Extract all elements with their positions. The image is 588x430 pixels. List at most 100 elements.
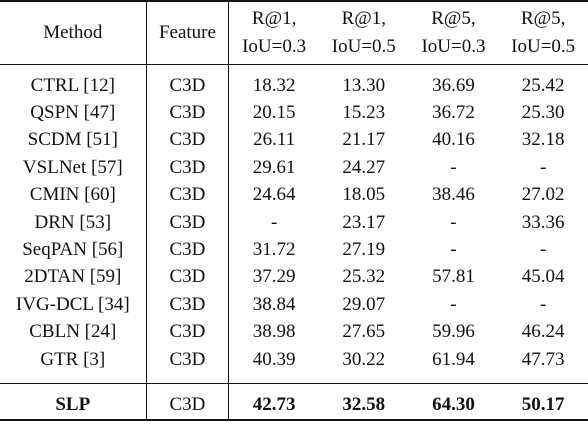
cell-method: CBLN [24] (29, 321, 117, 343)
cell-r1-iou05: 23.17 (342, 211, 386, 233)
header-r1-iou03-line1: R@1, (251, 7, 297, 29)
cell-r1-iou03: 38.98 (252, 321, 296, 343)
header-r1-iou05-line1: R@1, (341, 7, 386, 29)
cell-r1-iou03: 29.61 (252, 156, 296, 178)
cell-r1-iou05: 21.17 (342, 129, 386, 151)
header-r5-iou03-line2: IoU=0.3 (421, 35, 486, 57)
table-row: CMIN [60] C3D 24.64 18.05 38.46 27.02 (0, 181, 588, 209)
cell-feature: C3D (145, 390, 230, 421)
cell-method: 2DTAN [59] (24, 266, 122, 288)
cell-r1-iou05: 24.27 (342, 156, 386, 178)
cell-method: VSLNet [57] (22, 156, 123, 178)
header-r1-iou05: R@1, IoU=0.5 (318, 0, 409, 65)
header-r5-iou05-line2: IoU=0.5 (511, 35, 576, 57)
header-feature: Feature (145, 0, 230, 65)
cell-r5-iou03: 36.69 (432, 74, 475, 96)
header-r1-iou05-line2: IoU=0.5 (331, 35, 396, 57)
cell-r1-iou03: - (270, 211, 278, 233)
table-row: QSPN [47] C3D 20.15 15.23 36.72 25.30 (0, 98, 588, 127)
cell-r5-iou05: - (539, 156, 547, 178)
cell-r1-iou05: 18.05 (342, 184, 386, 206)
table-row: CBLN [24] C3D 38.98 27.65 59.96 46.24 (0, 318, 588, 346)
cell-feature: C3D (145, 263, 230, 291)
cell-r5-iou03: - (450, 211, 457, 233)
cell-feature: C3D (145, 345, 230, 373)
cell-feature: C3D (145, 208, 230, 236)
cell-r5-iou05: 27.02 (521, 184, 565, 206)
cell-feature: C3D (145, 181, 230, 209)
cell-r5-iou05: 50.17 (498, 390, 588, 421)
cell-feature: C3D (145, 153, 230, 182)
header-r5-iou05-line1: R@5, (520, 7, 566, 29)
cell-method: CMIN [60] (29, 184, 116, 206)
cell-r1-iou03: 24.64 (252, 184, 296, 206)
table-row: GTR [3] C3D 40.39 30.22 61.94 47.73 (0, 345, 588, 373)
cell-r5-iou03: 57.81 (432, 266, 475, 288)
cell-feature: C3D (145, 235, 230, 264)
table-row: 2DTAN [59] C3D 37.29 25.32 57.81 45.04 (0, 263, 588, 291)
cell-r1-iou05: 27.65 (342, 321, 386, 343)
table-row: VSLNet [57] C3D 29.61 24.27 - - (0, 153, 588, 182)
cell-method: IVG-DCL [34] (15, 293, 130, 315)
cell-feature: C3D (145, 290, 230, 319)
cell-r5-iou05: 25.42 (521, 74, 565, 96)
cell-method: DRN [53] (34, 211, 112, 233)
cell-r5-iou05: 33.36 (521, 211, 565, 233)
cell-method: SLP (0, 390, 147, 421)
cell-r1-iou05: 32.58 (318, 390, 409, 421)
cell-r1-iou05: 15.23 (342, 102, 386, 124)
cell-feature: C3D (145, 98, 230, 127)
cell-r5-iou05: 25.30 (521, 102, 565, 124)
cell-r1-iou03: 42.73 (228, 390, 319, 421)
cell-method: CTRL [12] (30, 74, 115, 96)
cell-feature: C3D (145, 318, 230, 346)
cell-r1-iou05: 30.22 (342, 348, 386, 370)
table-row: SeqPAN [56] C3D 31.72 27.19 - - (0, 235, 588, 264)
cell-method: SCDM [51] (27, 129, 118, 151)
cell-r5-iou03: 64.30 (408, 390, 499, 421)
cell-r1-iou03: 40.39 (252, 348, 296, 370)
cell-r1-iou03: 20.15 (252, 102, 296, 124)
cell-r1-iou03: 26.11 (253, 129, 296, 151)
cell-r1-iou03: 37.29 (252, 266, 296, 288)
cell-r5-iou05: 32.18 (521, 129, 565, 151)
table-row: IVG-DCL [34] C3D 38.84 29.07 - - (0, 290, 588, 319)
cell-r5-iou03: - (450, 156, 457, 178)
cell-r5-iou03: 38.46 (432, 184, 475, 206)
cell-r5-iou05: 47.73 (521, 348, 565, 370)
table-row: SCDM [51] C3D 26.11 21.17 40.16 32.18 (0, 126, 588, 154)
table-row: CTRL [12] C3D 18.32 13.30 36.69 25.42 (0, 71, 588, 99)
cell-r5-iou03: 40.16 (432, 129, 475, 151)
header-r1-iou03: R@1, IoU=0.3 (228, 0, 319, 65)
cell-r1-iou03: 38.84 (252, 293, 296, 315)
cell-r5-iou03: 59.96 (432, 321, 475, 343)
cell-method: SeqPAN [56] (22, 239, 124, 261)
cell-r1-iou05: 25.32 (342, 266, 386, 288)
header-row: Method Feature R@1, IoU=0.3 R@1, IoU=0.5… (0, 0, 588, 65)
cell-r5-iou03: 36.72 (432, 102, 475, 124)
cell-r5-iou05: 46.24 (521, 321, 565, 343)
cell-r1-iou03: 31.72 (252, 239, 296, 261)
header-r5-iou05: R@5, IoU=0.5 (498, 0, 588, 65)
header-method: Method (0, 0, 147, 65)
cell-r5-iou03: 61.94 (432, 348, 475, 370)
cell-r5-iou05: - (539, 239, 547, 261)
cell-r5-iou05: - (539, 293, 547, 315)
header-r5-iou03: R@5, IoU=0.3 (408, 0, 499, 65)
cell-feature: C3D (145, 71, 230, 99)
cell-r5-iou05: 45.04 (521, 266, 565, 288)
cell-method: QSPN [47] (30, 102, 116, 124)
cell-r1-iou05: 27.19 (342, 239, 386, 261)
results-table: Method Feature R@1, IoU=0.3 R@1, IoU=0.5… (0, 0, 588, 421)
cell-r5-iou03: - (450, 239, 457, 261)
cell-r1-iou03: 18.32 (252, 74, 296, 96)
cell-feature: C3D (145, 126, 230, 154)
table-row: DRN [53] C3D - 23.17 - 33.36 (0, 208, 588, 236)
cell-r1-iou05: 29.07 (342, 293, 386, 315)
header-r5-iou03-line1: R@5, (431, 7, 476, 29)
table-row-slp: SLP C3D 42.73 32.58 64.30 50.17 (0, 390, 588, 421)
cell-method: GTR [3] (40, 348, 106, 370)
cell-r1-iou05: 13.30 (342, 74, 386, 96)
header-r1-iou03-line2: IoU=0.3 (242, 35, 307, 57)
cell-r5-iou03: - (450, 293, 457, 315)
